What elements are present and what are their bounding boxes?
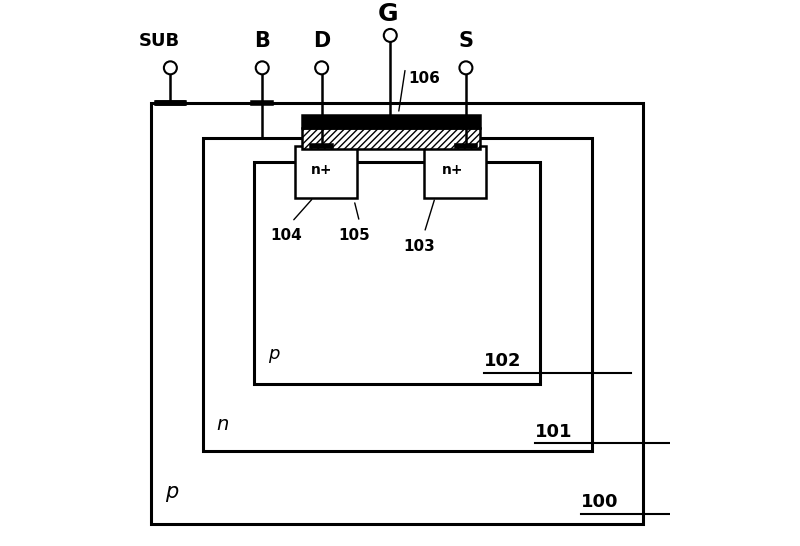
Text: S: S [458,31,474,51]
Text: n: n [216,415,229,434]
Bar [202,138,592,452]
Text: p: p [165,482,178,502]
Text: 103: 103 [403,239,434,254]
Text: SUB: SUB [139,32,180,50]
Bar [302,115,480,128]
Text: 102: 102 [484,352,522,370]
Text: D: D [313,31,330,51]
Bar [302,128,480,149]
Text: 100: 100 [581,493,618,511]
Circle shape [315,61,328,74]
Text: 101: 101 [535,423,573,441]
Bar [151,103,643,524]
Text: 105: 105 [338,228,370,243]
Text: 106: 106 [408,71,440,86]
Circle shape [384,29,397,42]
Text: n+: n+ [311,163,333,177]
Circle shape [256,61,269,74]
Bar [294,146,357,198]
Text: n+: n+ [442,163,463,177]
Bar [254,162,541,384]
Bar [424,146,486,198]
Circle shape [164,61,177,74]
Bar [302,128,480,149]
Text: 104: 104 [270,228,302,243]
Text: G: G [378,2,398,26]
Text: p: p [268,345,279,363]
Circle shape [459,61,473,74]
Text: B: B [254,31,270,51]
